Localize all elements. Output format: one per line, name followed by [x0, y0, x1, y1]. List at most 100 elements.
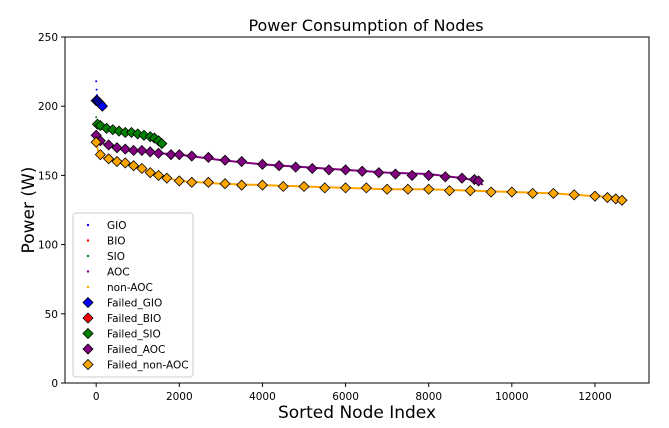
legend: GIO BIO SIO AOC non-AOC Failed_GIO Failed_BIO F… — [72, 212, 194, 378]
failed-non-aoc-failed-point — [319, 182, 331, 194]
non-aoc-legend-marker — [86, 285, 90, 289]
failed-non-aoc-failed-point — [547, 187, 559, 199]
y-tick-label: 100 — [38, 240, 58, 252]
failed-non-aoc-failed-point — [340, 182, 352, 194]
y-axis-label: Power (W) — [19, 167, 39, 254]
sio-point — [95, 116, 98, 119]
gio-legend-marker — [86, 223, 90, 227]
x-tick-label: 2000 — [166, 391, 193, 403]
failed-aoc-failed-point — [273, 160, 285, 172]
sio-legend-marker — [86, 254, 90, 258]
failed-aoc-failed-point — [323, 164, 335, 176]
gio-point — [95, 80, 98, 83]
failed-aoc-failed-point — [173, 149, 185, 161]
failed-aoc-failed-point — [373, 167, 385, 179]
failed-non-aoc-failed-point — [464, 185, 476, 197]
failed-aoc-failed-point — [236, 155, 248, 168]
x-tick-label: 10000 — [495, 391, 528, 403]
x-tick-label: 6000 — [332, 391, 359, 403]
non-aoc-legend-label: non-AOC — [107, 282, 153, 294]
failed-non-aoc-failed-point — [298, 180, 310, 193]
failed-aoc-failed-point — [439, 171, 451, 183]
bio-legend-marker — [86, 239, 90, 242]
failed-non-aoc-failed-point — [589, 190, 601, 202]
failed-non-aoc-failed-point — [485, 186, 497, 198]
failed-aoc-failed-point — [340, 164, 352, 176]
failed-non-aoc-failed-point — [219, 178, 231, 190]
failed-sio-legend-marker — [82, 327, 94, 340]
failed-non-aoc-failed-point — [94, 149, 106, 161]
failed-non-aoc-failed-point — [161, 172, 173, 184]
failed-aoc-failed-point — [152, 147, 165, 159]
plot-area — [90, 80, 628, 206]
failed-gio-failed-point — [96, 100, 108, 112]
failed-sio-legend-label: Failed_SIO — [107, 329, 161, 341]
failed-aoc-failed-point — [119, 143, 131, 155]
x-tick-label: 8000 — [415, 391, 442, 403]
failed-non-aoc-failed-point — [256, 179, 269, 191]
failed-aoc-failed-point — [473, 175, 485, 187]
failed-non-aoc-failed-point — [423, 183, 435, 195]
aoc-series-line — [95, 136, 484, 186]
failed-aoc-failed-point — [144, 146, 156, 158]
failed-aoc-failed-point — [389, 168, 402, 180]
y-tick-label: 250 — [38, 32, 58, 44]
legend-box — [72, 212, 194, 378]
y-axis: 0 50 100 150 200 250 — [38, 32, 65, 390]
failed-sio-failed-point — [94, 120, 106, 132]
x-tick-label: 0 — [93, 391, 100, 403]
failed-bio-legend-marker — [82, 312, 94, 324]
failed-gio-legend-label: Failed_GIO — [107, 298, 162, 310]
failed-non-aoc-failed-point — [277, 180, 289, 193]
failed-non-aoc-failed-point — [616, 194, 628, 206]
failed-aoc-failed-point — [202, 151, 214, 163]
y-tick-label: 50 — [45, 309, 58, 321]
failed-non-aoc-failed-point — [360, 182, 372, 194]
failed-aoc-failed-point — [356, 165, 368, 177]
failed-non-aoc-failed-point — [186, 176, 198, 188]
failed-non-aoc-legend-label: Failed_non-AOC — [107, 360, 189, 372]
failed-non-aoc-failed-point — [443, 185, 456, 197]
aoc-legend-marker — [86, 270, 90, 273]
failed-aoc-legend-marker — [82, 343, 94, 355]
x-axis: 0 2000 4000 6000 8000 10000 12000 — [93, 383, 612, 403]
bio-legend-label: BIO — [107, 236, 126, 248]
failed-non-aoc-failed-point — [568, 189, 580, 201]
gio-point — [95, 88, 98, 91]
failed-non-aoc-failed-point — [152, 169, 165, 181]
plot-frame — [64, 36, 650, 384]
failed-non-aoc-failed-point — [236, 179, 248, 191]
failed-non-aoc-failed-point — [202, 176, 214, 188]
failed-non-aoc-failed-point — [90, 136, 102, 148]
failed-gio-legend-marker — [82, 296, 94, 309]
failed-aoc-failed-point — [306, 162, 318, 175]
failed-aoc-failed-point — [111, 142, 123, 154]
x-axis-label: Sorted Node Index — [278, 403, 436, 423]
failed-aoc-failed-point — [423, 169, 435, 181]
failed-aoc-failed-point — [256, 158, 269, 170]
sio-legend-label: SIO — [107, 251, 125, 263]
failed-non-aoc-failed-point — [402, 183, 414, 195]
x-tick-label: 12000 — [578, 391, 611, 403]
failed-non-aoc-failed-point — [103, 153, 115, 165]
y-tick-label: 150 — [38, 170, 58, 182]
failed-non-aoc-failed-point — [527, 187, 539, 199]
failed-bio-legend-label: Failed_BIO — [107, 313, 161, 325]
failed-non-aoc-failed-point — [144, 167, 156, 179]
failed-non-aoc-failed-point — [119, 157, 131, 169]
failed-aoc-failed-point — [186, 150, 198, 162]
y-tick-label: 200 — [38, 101, 58, 113]
failed-aoc-failed-point — [406, 169, 418, 181]
failed-non-aoc-failed-point — [601, 191, 613, 204]
gio-legend-label: GIO — [107, 220, 127, 232]
y-tick-label: 0 — [51, 378, 58, 390]
failed-aoc-legend-label: Failed_AOC — [107, 344, 165, 356]
failed-non-aoc-failed-point — [111, 155, 123, 168]
failed-non-aoc-failed-point — [136, 162, 148, 175]
aoc-legend-label: AOC — [107, 267, 130, 279]
failed-non-aoc-failed-point — [506, 186, 518, 198]
failed-aoc-failed-point — [136, 144, 148, 157]
failed-sio-failed-point — [156, 138, 168, 150]
failed-aoc-failed-point — [219, 154, 231, 166]
